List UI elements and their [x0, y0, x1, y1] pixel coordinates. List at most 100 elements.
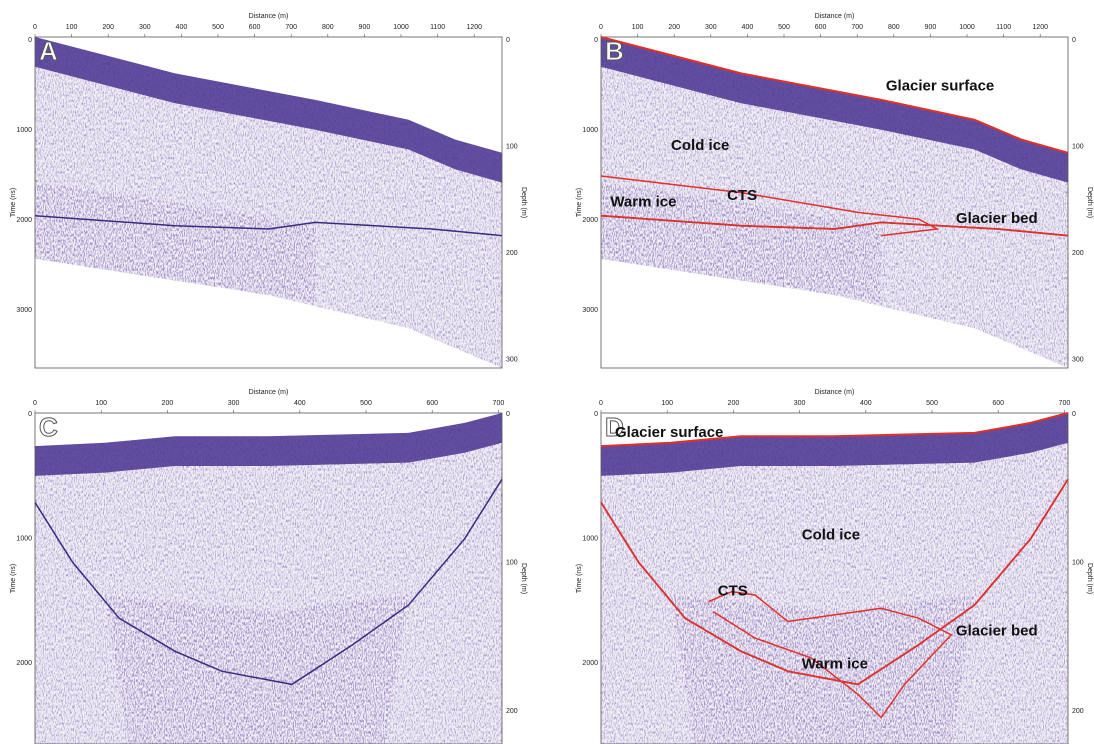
- x-tick-label: 500: [212, 24, 224, 31]
- panel-frame: [600, 36, 1069, 369]
- y-axis-title: Time (ns): [10, 564, 17, 593]
- surface-reflection: [35, 413, 502, 476]
- y-tick-label: 0: [28, 37, 32, 44]
- y-tick-label: 3000: [582, 307, 598, 314]
- y-tick-label: 1000: [16, 127, 32, 134]
- x-tick-label: 400: [176, 24, 188, 31]
- bed-line: [600, 478, 1069, 686]
- y2-tick-label: 0: [1072, 411, 1076, 418]
- x-tick-label: 600: [249, 24, 261, 31]
- y2-tick-label: 100: [1072, 143, 1084, 150]
- y-axis-title: Time (ns): [10, 188, 17, 217]
- x-tick-label: 500: [778, 24, 790, 31]
- surface-reflection: [35, 37, 502, 183]
- y2-axis-title: Depth (m): [520, 563, 527, 594]
- x-tick-label: 1200: [1032, 24, 1048, 31]
- x-tick-label: 300: [794, 400, 806, 407]
- bed-reflection: [34, 478, 503, 686]
- x-tick-label: 200: [102, 24, 114, 31]
- x-tick-label: 100: [66, 24, 78, 31]
- x-tick-label: 100: [661, 400, 673, 407]
- y-tick-label: 2000: [582, 660, 598, 667]
- y2-axis-title: Depth (m): [520, 187, 527, 218]
- y2-axis-title: Depth (m): [1086, 187, 1093, 218]
- x-axis-title: Distance (m): [249, 13, 289, 20]
- y2-tick-label: 300: [1072, 356, 1084, 363]
- y2-tick-label: 0: [506, 411, 510, 418]
- annotation: Cold ice: [802, 526, 860, 543]
- x-tick-label: 400: [742, 24, 754, 31]
- y2-tick-label: 100: [506, 143, 518, 150]
- y2-tick-label: 200: [506, 708, 518, 715]
- y-tick-label: 1000: [16, 535, 32, 542]
- x-tick-label: 700: [285, 24, 297, 31]
- annotation: Glacier bed: [956, 210, 1038, 227]
- panel-frame: [34, 36, 503, 369]
- y-tick-label: 3000: [16, 307, 32, 314]
- bed-line: [600, 214, 1069, 237]
- y2-axis-title: Depth (m): [1086, 563, 1093, 594]
- x-tick-label: 1000: [959, 24, 975, 31]
- y-tick-label: 2000: [582, 217, 598, 224]
- annotation: Warm ice: [802, 656, 868, 673]
- x-tick-label: 200: [668, 24, 680, 31]
- x-tick-label: 1100: [996, 24, 1011, 31]
- panel-label: A: [39, 36, 58, 66]
- y-tick-label: 0: [594, 411, 598, 418]
- y2-tick-label: 100: [1072, 559, 1084, 566]
- y-tick-label: 0: [28, 411, 32, 418]
- y-tick-label: 0: [594, 37, 598, 44]
- y-axis-title: Time (ns): [576, 188, 583, 217]
- annotation: CTS: [718, 583, 748, 600]
- annotation: Glacier bed: [956, 622, 1038, 639]
- panel-frame: [34, 412, 503, 744]
- y2-tick-label: 300: [506, 356, 518, 363]
- x-tick-label: 300: [705, 24, 717, 31]
- x-tick-label: 1000: [393, 24, 409, 31]
- cts-line: [708, 590, 953, 719]
- radargram-panel: A Distance (m) 0 100 200 300 400 500 600 700 800 90…: [10, 13, 527, 369]
- x-tick-label: 700: [851, 24, 863, 31]
- x-tick-label: 400: [860, 400, 872, 407]
- x-tick-label: 900: [925, 24, 937, 31]
- y2-tick-label: 0: [1072, 37, 1076, 44]
- radar-speckle-dense: [601, 182, 882, 302]
- panel-label: C: [39, 412, 58, 442]
- x-tick-label: 100: [632, 24, 644, 31]
- panel-label: B: [605, 36, 624, 66]
- y-tick-label: 1000: [582, 535, 598, 542]
- annotation: CTS: [727, 187, 757, 204]
- surface-reflection: [601, 413, 1068, 476]
- annotation: Glacier surface: [615, 424, 723, 441]
- y2-tick-label: 200: [1072, 708, 1084, 715]
- y2-tick-label: 100: [506, 559, 518, 566]
- x-tick-label: 300: [228, 400, 240, 407]
- panel-frame: [600, 412, 1069, 744]
- x-tick-label: 600: [815, 24, 827, 31]
- radargram-panel: B Distance (m) 0 100 200 300 400 500 600 700 800 90…: [576, 13, 1093, 369]
- radargram-panel: D Distance (m) 0 100 200 300 400 500 600 700 Time …: [576, 389, 1093, 744]
- x-tick-label: 0: [599, 400, 603, 407]
- x-tick-label: 500: [360, 400, 372, 407]
- radar-speckle-dense: [35, 182, 316, 302]
- x-tick-label: 500: [926, 400, 938, 407]
- y-tick-label: 2000: [16, 660, 32, 667]
- x-tick-label: 400: [294, 400, 306, 407]
- surface-reflection: [601, 37, 1068, 183]
- x-tick-label: 100: [95, 400, 107, 407]
- y-axis-title: Time (ns): [576, 564, 583, 593]
- surface-line: [600, 412, 1069, 448]
- annotation: Cold ice: [671, 137, 729, 154]
- y-tick-label: 2000: [16, 217, 32, 224]
- x-tick-label: 900: [359, 24, 371, 31]
- x-tick-label: 700: [493, 400, 505, 407]
- x-tick-label: 300: [139, 24, 151, 31]
- x-tick-label: 0: [33, 24, 37, 31]
- x-axis-title: Distance (m): [815, 13, 855, 20]
- annotation: Warm ice: [610, 193, 676, 210]
- x-tick-label: 800: [888, 24, 900, 31]
- x-tick-label: 1100: [430, 24, 445, 31]
- x-axis-title: Distance (m): [249, 389, 289, 396]
- radargram-panel: C Distance (m) 0 100 200 300 400 500 600 700 Time …: [10, 389, 527, 744]
